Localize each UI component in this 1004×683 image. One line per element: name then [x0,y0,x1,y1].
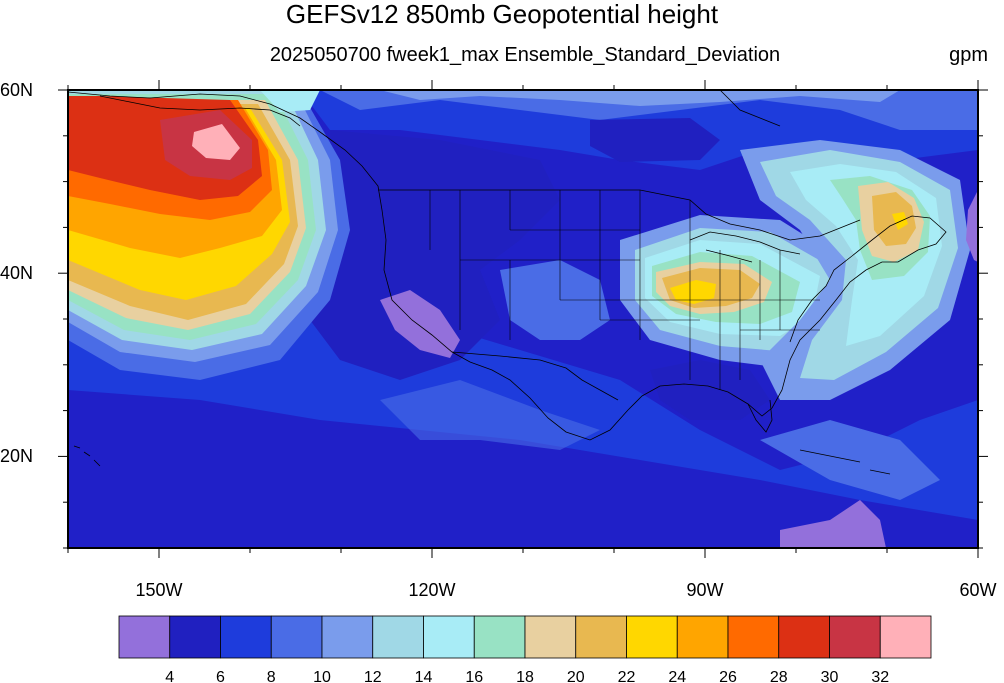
colorbar-swatch [321,615,374,659]
colorbar-swatch [626,615,678,659]
field-ne-24 [892,212,908,230]
field-caribbean-min [780,500,886,548]
std-dev-field [68,90,978,548]
colorbar-label: 12 [364,669,382,683]
colorbar-label: 32 [871,669,889,683]
lon-tick-label: 120W [408,580,456,600]
hawaii-islands [73,445,101,467]
field-pacific-max [192,124,240,160]
chart-title: GEFSv12 850mb Geopotential height [285,0,719,29]
colorbar: 4 6 8 10 12 14 16 18 20 22 24 26 28 30 32 [118,615,932,683]
colorbar-swatch [524,615,577,659]
state-lines [429,190,820,390]
caribbean-islands [799,449,891,475]
colorbar-swatch [879,615,932,659]
colorbar-label: 6 [216,669,225,683]
colorbar-label: 4 [165,669,174,683]
colorbar-swatch [118,615,171,659]
field-north-light [320,90,978,130]
colorbar-label: 26 [719,669,737,683]
colorbar-swatch [778,615,830,659]
field-north-lighter [380,90,900,106]
colorbar-label: 16 [465,669,483,683]
colorbar-swatch [270,615,323,659]
chart-subtitle: 2025050700 fweek1_max Ensemble_Standard_… [269,44,781,66]
colorbar-swatch [423,615,475,659]
axis-ticks [58,80,988,558]
colorbar-label: 10 [313,669,331,683]
coastline-florida [747,399,773,433]
colorbar-swatch [575,615,627,659]
field-west-core [310,130,560,380]
colorbar-label: 18 [516,669,534,683]
colorbar-swatch [727,615,780,659]
coastline-north-america [68,91,947,441]
field-ohio-24 [670,280,716,304]
colorbar-swatch [220,615,272,659]
geographic-outlines [68,90,947,475]
units-label: gpm [949,44,988,66]
colorbar-label: 24 [668,669,686,683]
lon-tick-label: 150W [135,580,183,600]
colorbar-swatch [169,615,221,659]
field-interior-patch [500,260,610,340]
colorbar-label: 30 [821,669,839,683]
us-mexico-border [451,351,619,401]
us-canada-border [378,189,861,241]
colorbar-label: 8 [267,669,276,683]
field-west-minimum [380,290,460,358]
colorbar-swatch [473,615,526,659]
colorbar-swatch [829,615,881,659]
lat-tick-label: 60N [0,80,34,100]
colorbar-label: 20 [567,669,585,683]
coastline-alaska [99,95,301,127]
field-hudson-core [590,118,720,162]
colorbar-label: 22 [618,669,636,683]
coastline-hudson-bay [719,90,781,127]
lon-tick-label: 60W [959,580,997,600]
field-lower-band [380,380,600,450]
lat-tick-label: 20N [0,446,34,467]
lat-tick-label: 40N [0,263,34,284]
colorbar-swatch [372,615,424,659]
great-lakes [689,231,801,263]
colorbar-swatch [676,615,729,659]
lon-tick-label: 90W [686,580,724,600]
colorbar-label: 14 [415,669,433,683]
colorbar-label: 28 [770,669,788,683]
field-atlantic-min [966,190,978,262]
